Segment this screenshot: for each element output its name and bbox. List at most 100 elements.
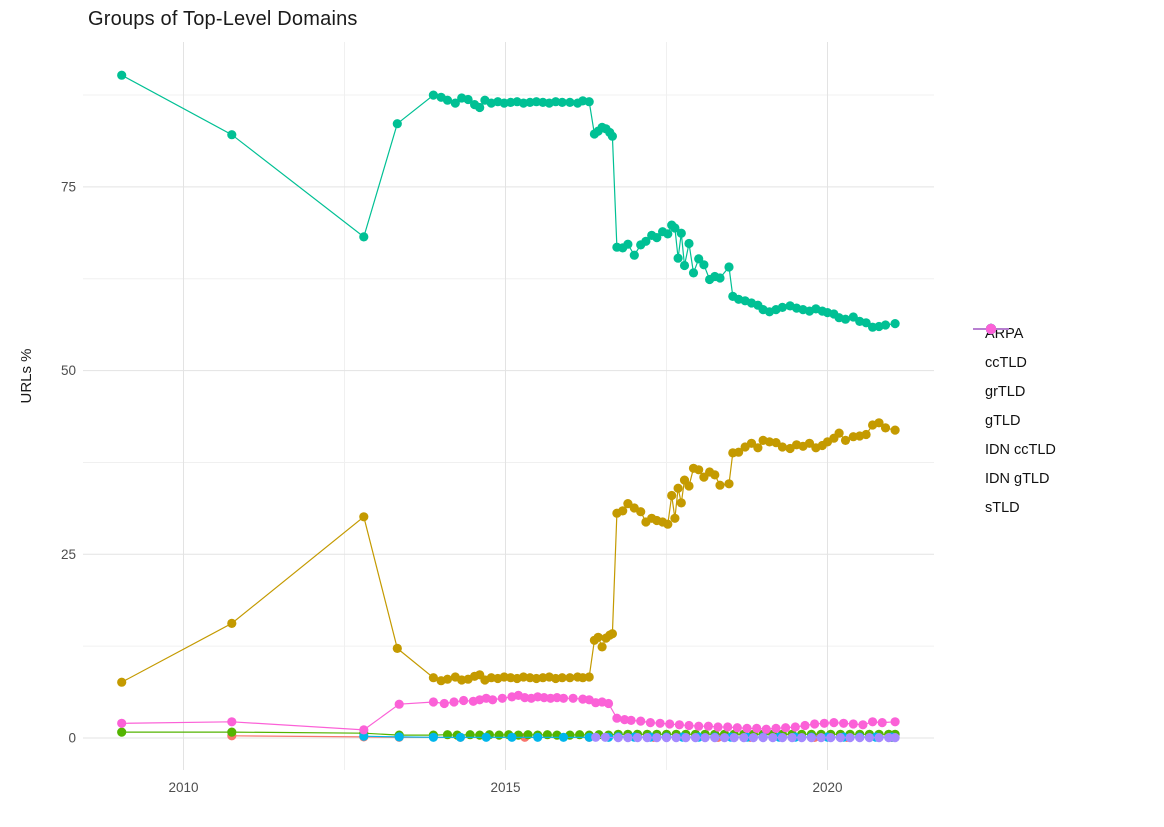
- series-point: [840, 314, 851, 324]
- series-point: [835, 733, 846, 743]
- series-point: [394, 732, 404, 742]
- series-point: [679, 260, 690, 271]
- series-gtld: [117, 70, 900, 332]
- series-point: [481, 732, 491, 742]
- series-point: [591, 732, 601, 742]
- series-point: [663, 229, 673, 239]
- series-point: [442, 95, 453, 105]
- legend-label: sTLD: [985, 499, 1020, 516]
- series-point: [874, 733, 884, 743]
- series-point: [459, 695, 469, 706]
- x-tick-label: 2010: [168, 780, 198, 795]
- series-point: [746, 438, 757, 448]
- legend-label: IDN gTLD: [985, 470, 1050, 487]
- series-point: [777, 302, 788, 312]
- series-point: [681, 733, 691, 743]
- series-point: [777, 733, 788, 743]
- series-point: [684, 481, 694, 491]
- series-point: [732, 723, 742, 733]
- series-point: [739, 733, 749, 743]
- series-point: [603, 698, 614, 709]
- series-point: [673, 483, 683, 493]
- series-point: [497, 693, 507, 703]
- series-point: [790, 722, 800, 732]
- series-point: [428, 697, 438, 707]
- series-cctld: [117, 418, 900, 687]
- series-line: [121, 694, 896, 731]
- series-point: [800, 720, 810, 731]
- series-point: [806, 733, 817, 743]
- series-point: [663, 519, 673, 529]
- series-point: [839, 718, 849, 728]
- series-point: [874, 418, 884, 428]
- series-point: [864, 733, 875, 743]
- y-tick-label: 50: [61, 363, 76, 378]
- series-point: [724, 479, 734, 489]
- series-point: [690, 733, 701, 743]
- legend-item-idn-cctld: IDN ccTLD: [972, 323, 1056, 464]
- series-point: [665, 719, 675, 729]
- series-point: [641, 236, 651, 246]
- series-point: [724, 262, 734, 272]
- series-point: [781, 723, 791, 733]
- series-point: [442, 730, 453, 740]
- legend: ARPA ccTLD grTLD gTLD IDN ccTLD IDN gTLD sTLD: [972, 319, 1056, 522]
- series-point: [558, 732, 569, 742]
- series-point: [840, 435, 851, 445]
- series-point: [673, 253, 683, 263]
- series-point: [715, 273, 725, 283]
- series-point: [636, 507, 646, 517]
- series-point: [565, 97, 575, 107]
- series-point: [797, 733, 807, 743]
- series-point: [694, 721, 704, 731]
- series-point: [713, 722, 723, 732]
- legend-label: grTLD: [985, 383, 1026, 400]
- series-point: [880, 423, 891, 433]
- series-point: [861, 318, 871, 328]
- x-tick-label: 2020: [812, 780, 842, 795]
- legend-item-grtld: grTLD: [972, 323, 1056, 406]
- series-stld: [117, 690, 900, 735]
- series-point: [465, 730, 475, 740]
- series-point: [688, 268, 699, 278]
- series-point: [753, 443, 763, 453]
- series-point: [880, 320, 891, 330]
- series-point: [117, 727, 127, 737]
- series-point: [428, 673, 438, 683]
- series-point: [645, 718, 656, 728]
- series-point: [877, 718, 887, 728]
- series-point: [394, 699, 404, 709]
- series-point: [494, 730, 504, 740]
- x-tick-label: 2015: [490, 780, 520, 795]
- series-point: [507, 732, 517, 742]
- legend-item-stld: sTLD: [972, 323, 1056, 522]
- series-point: [748, 733, 759, 743]
- series-point: [632, 733, 643, 743]
- legend-label: gTLD: [985, 412, 1021, 429]
- series-point: [861, 429, 871, 440]
- series-point: [575, 730, 585, 740]
- legend-item-gtld: gTLD: [972, 323, 1056, 435]
- series-point: [227, 618, 237, 629]
- series-point: [565, 673, 575, 683]
- legend-item-idn-gtld: IDN gTLD: [972, 323, 1056, 493]
- series-point: [449, 697, 459, 707]
- series-point: [557, 673, 567, 683]
- series-point: [623, 733, 633, 743]
- series-point: [676, 228, 686, 238]
- chart-title: Groups of Top-Level Domains: [88, 8, 358, 30]
- series-point: [890, 733, 900, 743]
- series-point: [584, 672, 594, 682]
- series-point: [557, 97, 567, 107]
- series-point: [890, 717, 900, 727]
- series-point: [667, 490, 677, 501]
- series-point: [450, 98, 460, 108]
- series-point: [804, 438, 815, 448]
- axis-tick-labels: 0 25 50 75 2010 2015 2020: [61, 179, 843, 795]
- series-point: [719, 733, 730, 743]
- series-point: [117, 70, 127, 80]
- series-point: [392, 119, 402, 129]
- series-point: [694, 254, 704, 264]
- series-point: [607, 629, 618, 639]
- series-point: [845, 733, 855, 743]
